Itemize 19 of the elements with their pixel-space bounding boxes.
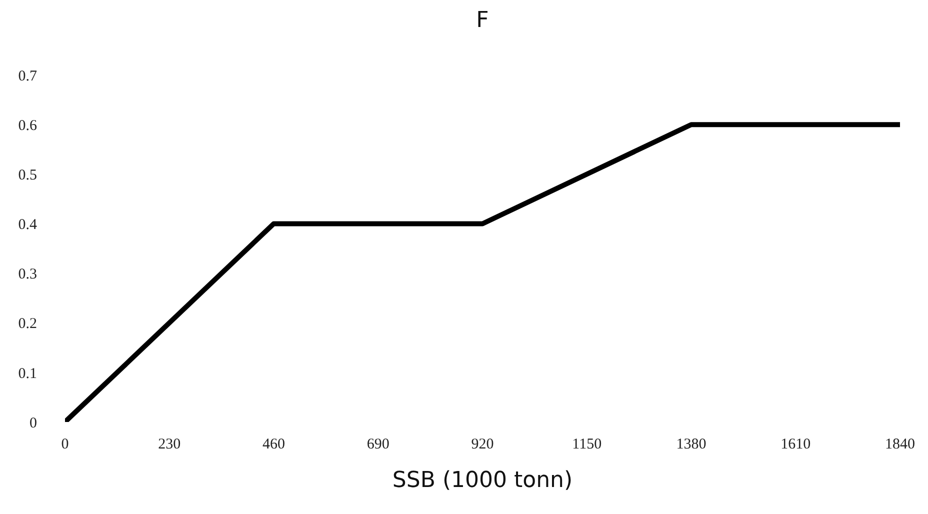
y-tick-label: 0.5	[18, 167, 37, 184]
y-tick-label: 0	[30, 415, 37, 432]
x-tick-label: 1840	[885, 436, 915, 453]
x-tick-label: 920	[471, 436, 494, 453]
y-tick-label: 0.3	[18, 266, 37, 283]
y-tick-label: 0.7	[18, 68, 38, 84]
y-tick-label: 0.1	[18, 366, 37, 382]
x-tick-label: 0	[61, 436, 69, 453]
x-tick-label: 1150	[572, 436, 602, 453]
y-tick-label: 0.6	[18, 118, 38, 134]
x-tick-label: 230	[158, 436, 181, 453]
y-tick-label: 0.4	[18, 217, 38, 234]
x-axis-title: SSB (1000 tonn)	[391, 468, 574, 493]
y-tick-label: 0.2	[18, 316, 37, 332]
x-tick-label: 460	[262, 436, 285, 453]
x-tick-label: 690	[366, 436, 390, 453]
x-tick-label: 1610	[780, 436, 811, 453]
x-tick-label: 1380	[676, 436, 706, 453]
chart-title: F	[475, 8, 490, 33]
